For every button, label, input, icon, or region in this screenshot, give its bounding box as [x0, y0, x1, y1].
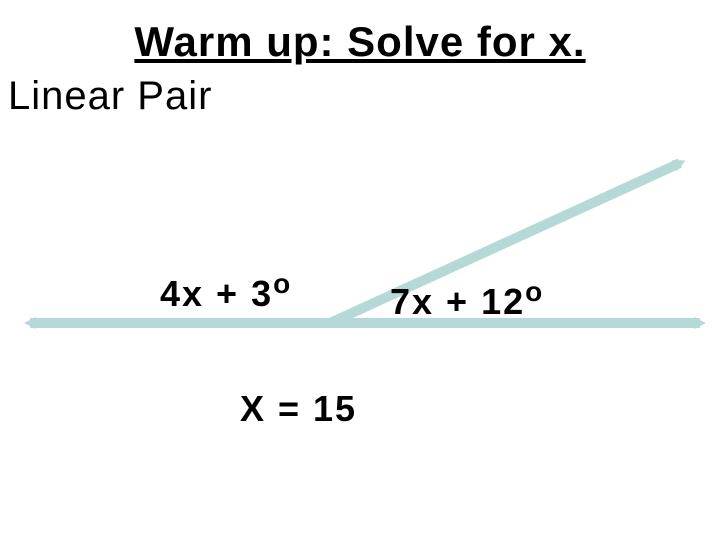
linear-pair-diagram — [0, 148, 720, 408]
page-title: Warm up: Solve for x. — [0, 18, 720, 66]
subtitle: Linear Pair — [8, 74, 720, 119]
degree-symbol-left: o — [273, 268, 292, 299]
angle-left-value: 4x + 3 — [160, 273, 273, 314]
angle-label-left: 4x + 3o — [160, 268, 292, 315]
angle-right-value: 7x + 12 — [390, 281, 525, 322]
degree-symbol-right: o — [525, 276, 544, 307]
angle-label-right: 7x + 12o — [390, 276, 544, 323]
answer-text: X = 15 — [240, 388, 357, 430]
